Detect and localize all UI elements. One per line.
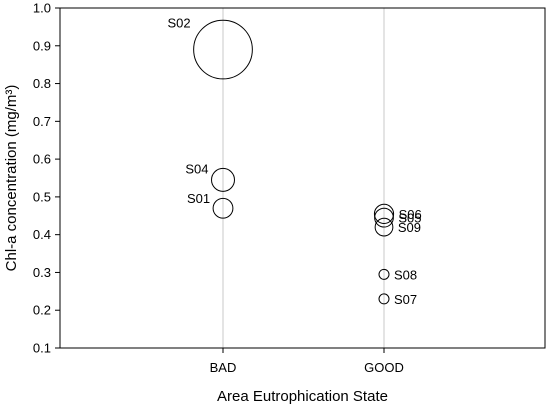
x-axis-ticks: BAD GOOD bbox=[210, 348, 404, 375]
y-tick-label: 0.6 bbox=[33, 152, 51, 167]
y-tick-label: 0.9 bbox=[33, 38, 51, 53]
y-tick-label: 0.2 bbox=[33, 303, 51, 318]
y-tick-label: 0.5 bbox=[33, 189, 51, 204]
point-label-s08: S08 bbox=[394, 267, 417, 282]
gridlines bbox=[222, 8, 385, 348]
plot-area-frame bbox=[59, 7, 546, 349]
x-tick-label-bad: BAD bbox=[210, 360, 237, 375]
bubble-s02 bbox=[193, 19, 253, 80]
point-label-s06: S06 bbox=[399, 207, 422, 222]
y-tick-label: 0.4 bbox=[33, 227, 51, 242]
bubble-s06 bbox=[373, 203, 395, 224]
bubble-s01 bbox=[212, 197, 234, 219]
bubble-s08 bbox=[378, 268, 390, 280]
x-axis-title: Area Eutrophication State bbox=[217, 388, 388, 405]
y-tick-label: 0.1 bbox=[33, 341, 51, 356]
point-label-s05: S05 bbox=[398, 211, 421, 226]
point-label-s09: S09 bbox=[398, 220, 421, 235]
point-label-s07: S07 bbox=[394, 292, 417, 307]
y-tick-label: 1.0 bbox=[33, 1, 51, 16]
bubble-s09 bbox=[374, 217, 394, 237]
y-tick-label: 0.8 bbox=[33, 76, 51, 91]
point-label-s02: S02 bbox=[168, 15, 191, 30]
y-axis-title: Chl-a concentration (mg/m³) bbox=[3, 85, 20, 272]
bubble-s07 bbox=[378, 293, 390, 305]
y-tick-label: 0.7 bbox=[33, 114, 51, 129]
x-tick-label-good: GOOD bbox=[364, 360, 404, 375]
point-label-s01: S01 bbox=[187, 191, 210, 206]
y-tick-label: 0.3 bbox=[33, 265, 51, 280]
bubble-s05 bbox=[374, 207, 394, 228]
bubble-s04 bbox=[211, 167, 235, 192]
y-axis-ticks: 0.1 0.2 0.3 0.4 0.5 0.6 0.7 0.8 0.9 1.0 bbox=[33, 1, 60, 356]
point-label-s04: S04 bbox=[185, 162, 208, 177]
